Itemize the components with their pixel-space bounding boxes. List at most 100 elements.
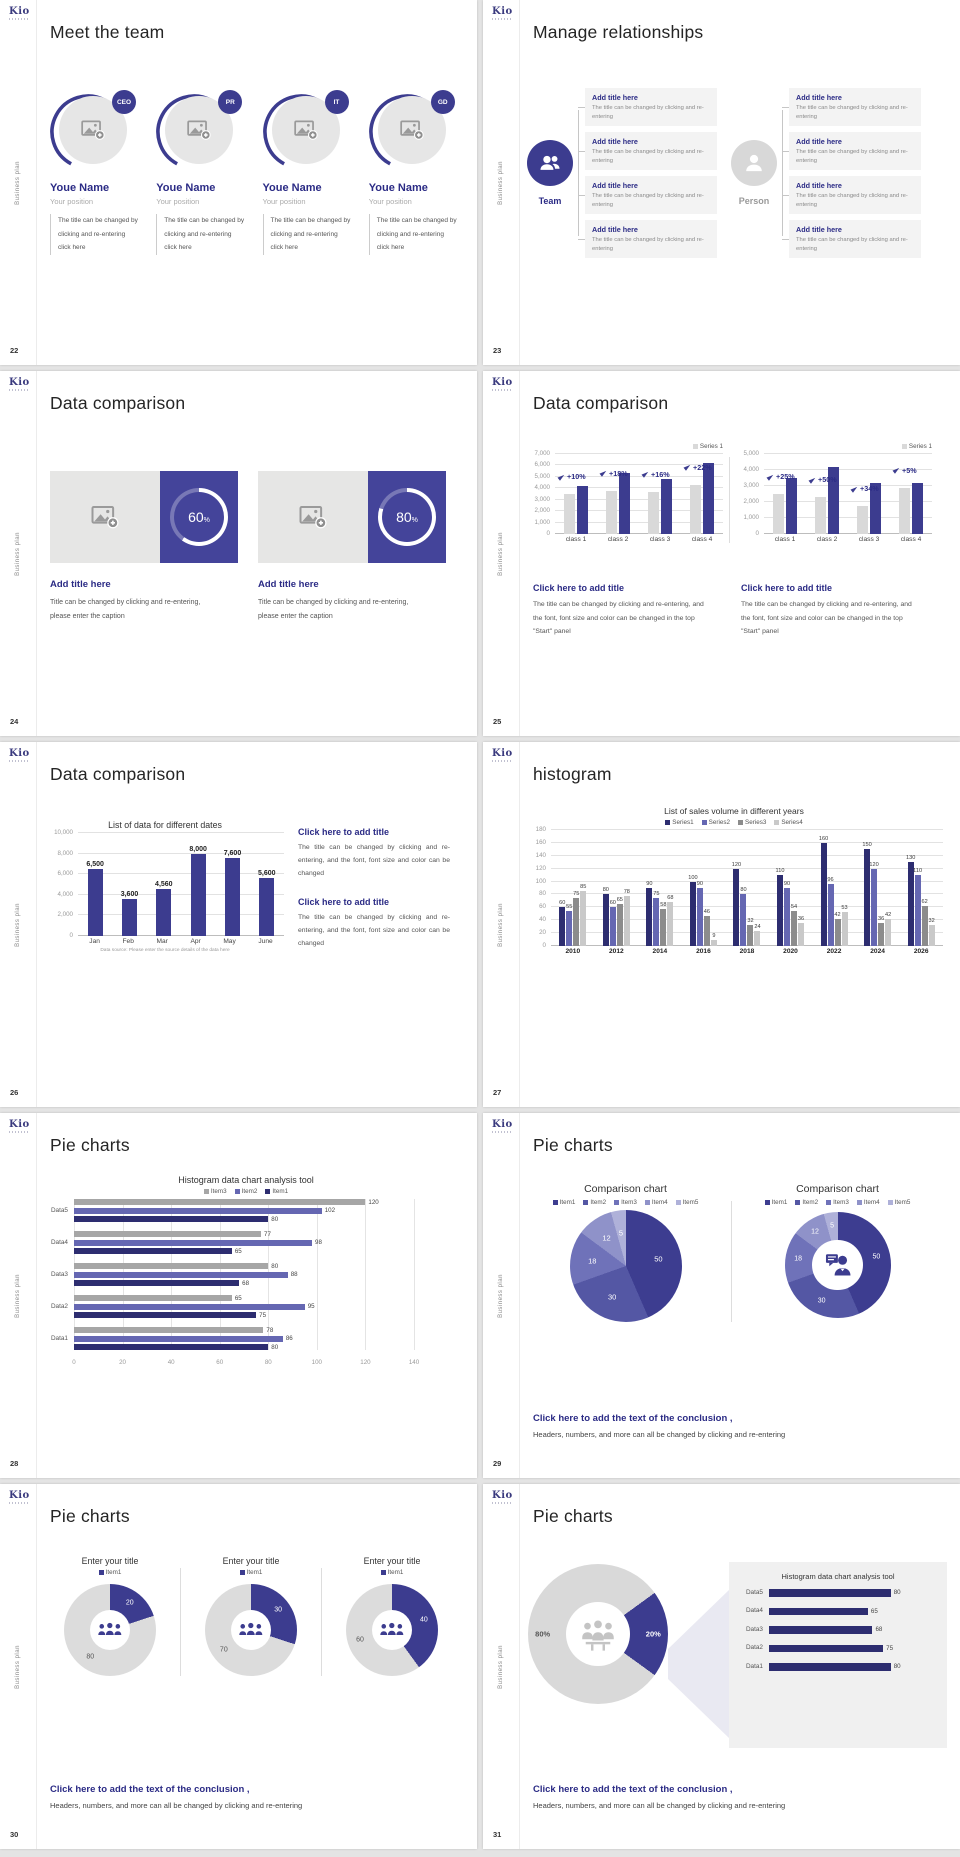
legend-label: Series2 [708, 819, 730, 826]
gridline [551, 893, 943, 895]
gridline [555, 487, 723, 489]
relation-box-body: The title can be changed by clicking and… [592, 148, 704, 164]
slide-thumbnail-26[interactable]: Kio Business plan 26 Data comparison Lis… [0, 742, 477, 1107]
bar-value-label: 62 [921, 899, 928, 906]
legend-item: Series 1 [901, 443, 932, 450]
slice-value-label: 5 [830, 1222, 835, 1230]
bar: 130 [906, 855, 915, 946]
legend-marker-icon [887, 1200, 893, 1205]
slide-title: histogram [533, 764, 612, 784]
bar-value-label: 46 [703, 909, 711, 916]
x-axis-label: 2010 [565, 948, 581, 955]
bar-row: 80 [74, 1343, 414, 1351]
y-axis-tick: 1,000 [743, 514, 759, 521]
slice-value-label: 12 [602, 1233, 611, 1243]
bar [74, 1199, 366, 1205]
caption-title: Click here to add title [533, 583, 625, 593]
gauge-percent-sign: % [203, 517, 210, 524]
slide-thumbnail-31[interactable]: Kio Business plan 31 Pie charts 20% 80% H… [483, 1484, 960, 1849]
chat-person-icon [822, 1249, 854, 1281]
sidebar-vertical-label: Business plan [498, 531, 504, 576]
slide-thumbnail-22[interactable]: Kio Business plan 22 Meet the team CEO Yo… [0, 0, 477, 365]
chart-footnote: Data source: Please enter the source det… [100, 948, 230, 953]
bar-row: 80 [74, 1263, 414, 1270]
x-axis-tick: 80 [264, 1359, 272, 1366]
bar [648, 491, 659, 534]
bar: 80 [603, 887, 609, 946]
x-axis-tick: 40 [167, 1359, 175, 1366]
pie-chart-comparison: Comparison chart Item1 Item2 Item3 Item4 Item… [523, 1183, 728, 1322]
slice-value-label: 5 [618, 1228, 624, 1238]
slide-thumbnail-24[interactable]: Kio Business plan 24 Data comparison 60%… [0, 371, 477, 736]
annotation-label: +22% [693, 462, 712, 472]
gauge-number: 80 [396, 509, 412, 525]
x-axis-label: Jan [89, 938, 100, 945]
legend-marker-icon [234, 1189, 240, 1194]
slice-value-label: 18 [794, 1255, 803, 1263]
legend-label: Series1 [672, 819, 694, 826]
divider [731, 1201, 732, 1322]
bar-group: +22% [683, 462, 714, 534]
connector-bracket [573, 88, 585, 258]
member-avatar: GD [368, 90, 455, 170]
legend-label: Item2 [241, 1188, 258, 1195]
relation-box: Add title here The title can be changed b… [782, 88, 921, 126]
chart-legend: Series 1 [736, 443, 932, 450]
team-member-card: IT Youe Name Your position The title can be… [262, 90, 359, 255]
slide-thumbnail-30[interactable]: Kio Business plan 30 Pie charts Enter yo… [0, 1484, 477, 1849]
bar-value-label: 100 [688, 874, 698, 881]
slide-thumbnail-28[interactable]: Kio Business plan 28 Pie charts Histogra… [0, 1113, 477, 1478]
bar-row: 102 [74, 1207, 414, 1214]
category-label: Data4 [50, 1238, 68, 1246]
legend-item: Item3 [826, 1199, 849, 1206]
slide-thumbnail-25[interactable]: Kio Business plan 25 Data comparison Ser… [483, 371, 960, 736]
member-avatar: IT [262, 90, 349, 170]
bar: 120 [732, 862, 741, 946]
legend-item: Item1 [265, 1188, 288, 1195]
slide-title: Pie charts [533, 1135, 613, 1155]
bar-value-label: 98 [315, 1239, 322, 1246]
y-axis-tick: 2,000 [534, 507, 550, 515]
relation-box-body: The title can be changed by clicking and… [796, 148, 908, 164]
annotation-label: +18% [609, 468, 628, 478]
category-group: Data3 68 [746, 1626, 909, 1634]
caption-block: Click here to add title The title can be … [298, 897, 450, 951]
y-axis-tick: 2,000 [743, 498, 759, 505]
slide-thumbnail-29[interactable]: Kio Business plan 29 Pie charts Comparis… [483, 1113, 960, 1478]
legend-item: Series3 [738, 819, 766, 826]
bar-value-label: 9 [712, 933, 716, 940]
bar: 36 [798, 916, 804, 946]
bar-group: 6,500 [86, 861, 104, 936]
bar [74, 1295, 232, 1301]
bar-value-label: 7,600 [223, 849, 242, 857]
legend-item: Series4 [774, 819, 803, 826]
bar-row: 75 [74, 1312, 414, 1319]
gridline [551, 854, 943, 856]
bar-value-label: 80 [271, 1343, 279, 1351]
chart-legend: Item3 Item2 Item1 [42, 1188, 450, 1195]
bar [606, 490, 617, 534]
slide-thumbnail-27[interactable]: Kio Business plan 27 histogram List of s… [483, 742, 960, 1107]
legend-label: Series 1 [908, 443, 932, 450]
chart-title: Enter your title [81, 1556, 139, 1566]
pie-area: 30 70 [205, 1584, 297, 1676]
bar-value-label: 90 [783, 881, 791, 887]
x-axis-label: class 3 [649, 536, 671, 543]
person-label: Person [738, 195, 770, 206]
bar: 53 [841, 905, 848, 946]
bar: 75 [573, 891, 579, 946]
gridline [555, 498, 723, 500]
gridline [764, 533, 932, 534]
member-position: Your position [50, 197, 94, 206]
team-members-row: CEO Youe Name Your position The title can b… [50, 90, 465, 255]
slide-thumbnail-23[interactable]: Kio Business plan 23 Manage relationship… [483, 0, 960, 365]
bar: 42 [885, 912, 891, 946]
bar-value-label: 24 [754, 923, 761, 930]
chart-plot-area: 0 1,000 2,000 3,000 4,000 5,000 +25% +50% +34% +5… [744, 450, 932, 537]
pie-area: 40 60 [346, 1584, 438, 1676]
legend-item: Item4 [856, 1199, 880, 1206]
slide-rail: Kio Business plan 30 [0, 1484, 37, 1849]
legend-label: Item4 [651, 1199, 668, 1206]
slice-value-label: 30 [607, 1292, 617, 1302]
